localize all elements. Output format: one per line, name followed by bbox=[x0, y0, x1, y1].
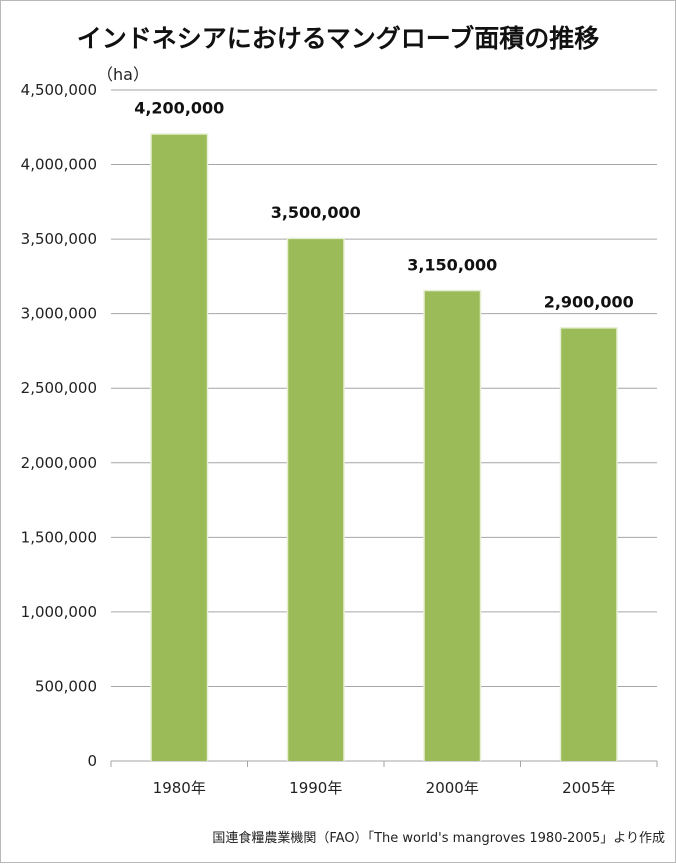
y-tick-label: 1,500,000 bbox=[21, 528, 97, 546]
source-note: 国連食糧農業機関（FAO）「The world's mangroves 1980… bbox=[212, 831, 665, 846]
y-axis-unit-label: （ha） bbox=[97, 65, 149, 84]
y-tick-label: 2,500,000 bbox=[21, 379, 97, 397]
bar bbox=[151, 134, 207, 761]
x-category-label: 1990年 bbox=[289, 779, 342, 797]
chart-title: インドネシアにおけるマングローブ面積の推移 bbox=[76, 24, 600, 53]
y-tick-label: 3,000,000 bbox=[21, 305, 97, 323]
bar bbox=[424, 291, 480, 761]
y-tick-label: 2,000,000 bbox=[21, 454, 97, 472]
y-tick-label: 3,500,000 bbox=[21, 230, 97, 248]
x-category-label: 2005年 bbox=[562, 779, 615, 797]
y-tick-label: 1,000,000 bbox=[21, 603, 97, 621]
data-label: 3,150,000 bbox=[407, 255, 497, 274]
y-tick-label: 4,000,000 bbox=[21, 156, 97, 174]
x-category-label: 1980年 bbox=[153, 779, 206, 797]
y-tick-label: 4,500,000 bbox=[21, 81, 97, 99]
bar bbox=[561, 328, 617, 761]
data-label: 3,500,000 bbox=[271, 203, 361, 222]
y-tick-label: 500,000 bbox=[35, 677, 97, 695]
data-label: 2,900,000 bbox=[544, 293, 634, 312]
y-tick-label: 0 bbox=[87, 752, 97, 770]
bar bbox=[288, 239, 344, 762]
data-label: 4,200,000 bbox=[134, 99, 224, 118]
x-category-label: 2000年 bbox=[426, 779, 479, 797]
